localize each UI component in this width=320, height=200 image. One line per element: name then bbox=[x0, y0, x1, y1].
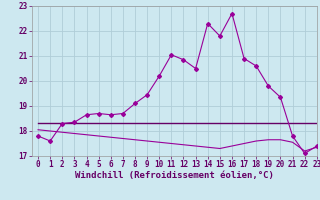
X-axis label: Windchill (Refroidissement éolien,°C): Windchill (Refroidissement éolien,°C) bbox=[75, 171, 274, 180]
